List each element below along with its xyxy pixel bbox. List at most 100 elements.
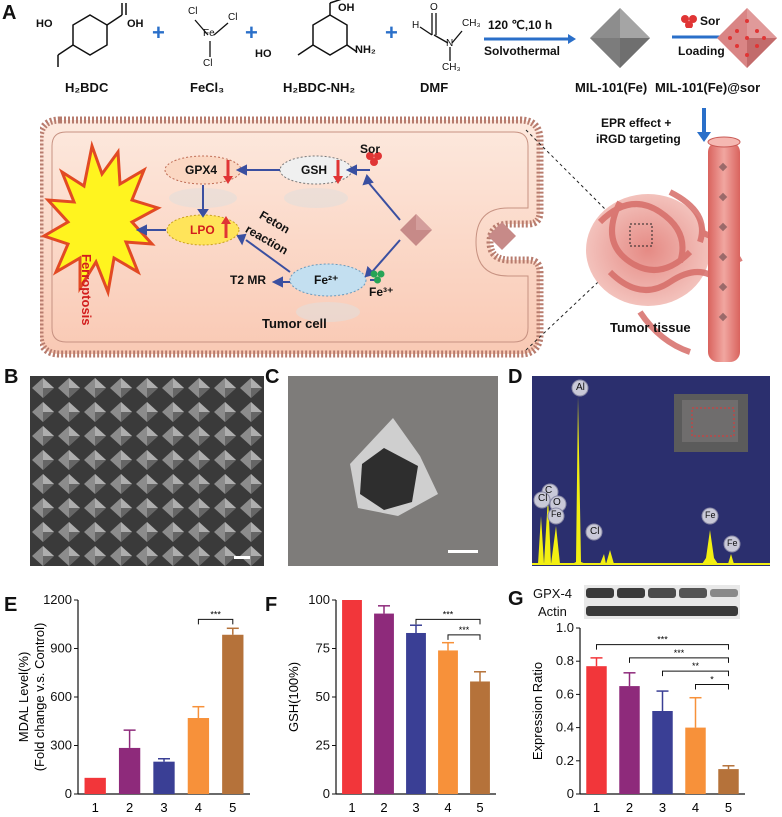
fecl3-fe: Fe: [203, 28, 215, 39]
bar-2: [118, 747, 141, 794]
y-tick-label: 0.2: [556, 753, 574, 768]
significance-bracket: [695, 683, 729, 690]
y-tick-label: 0: [323, 786, 330, 801]
gpx4-label: GPX4: [185, 163, 218, 177]
significance-bracket: [197, 618, 234, 625]
y-axis-label: Expression Ratio: [530, 662, 545, 760]
h2bdc-ho: HO: [36, 18, 53, 30]
y-axis-label-2: (Fold change v.s. Control): [32, 623, 47, 772]
arrow-solvothermal: [484, 34, 576, 44]
eds-spectrum: [532, 376, 770, 566]
tumor-cell-label: Tumor cell: [262, 316, 327, 331]
significance-label: ***: [443, 609, 454, 619]
y-tick-label: 0.4: [556, 720, 574, 735]
bar-1: [342, 600, 362, 794]
bar-3: [406, 632, 426, 794]
y-tick-label: 50: [316, 689, 330, 704]
y-axis-label: GSH(100%): [286, 662, 301, 732]
h2bdc-structure: [57, 3, 127, 67]
product-mil101-sor: MIL-101(Fe)@sor: [655, 80, 761, 95]
sem-particles: [30, 376, 264, 566]
step2-method: Loading: [678, 44, 725, 58]
dmf-n: N: [446, 38, 454, 49]
significance-bracket: [596, 644, 729, 650]
fe3-label: Fe³⁺: [369, 285, 394, 299]
x-tick-label: 1: [92, 800, 99, 815]
panel-label-g: G: [508, 588, 524, 610]
y-tick-label: 600: [50, 689, 72, 704]
western-blot-image: [584, 585, 740, 619]
x-tick-label: 2: [126, 800, 133, 815]
eds-peak-fe1: Fe: [551, 509, 562, 519]
chart-f: 0 25 50 75 100 GSH(100%) 1 2 3 4 5 *** ***: [286, 592, 496, 815]
eds-peak-c: C: [545, 485, 553, 496]
eds-peak-cl2: Cl: [590, 526, 600, 537]
bar-4: [438, 650, 458, 794]
x-tick-label: 4: [692, 800, 699, 815]
step1-conditions: 120 ℃,10 h: [488, 18, 553, 32]
h2bdc-nh2-nh2: NH₂: [355, 44, 376, 56]
significance-bracket: [629, 657, 729, 663]
x-tick-label: 3: [160, 800, 167, 815]
h2bdc-nh2-structure: [297, 0, 358, 56]
y-axis-label-1: MDAL Level(%): [16, 652, 31, 743]
bar-2: [619, 686, 640, 794]
product-mil101: MIL-101(Fe): [575, 80, 648, 95]
tumor-cell-schematic: [40, 116, 743, 362]
bar-3: [652, 711, 673, 794]
bar-5: [222, 634, 244, 794]
bar-1: [84, 777, 106, 794]
lpo-label: LPO: [190, 223, 215, 237]
significance-bracket: [415, 618, 481, 625]
bar-2: [374, 613, 394, 794]
panel-label-b: B: [4, 366, 19, 388]
dmf-ch3-bottom: CH₃: [442, 62, 461, 73]
scale-bar-b: [234, 556, 250, 559]
dmf-ch3-top: CH₃: [462, 18, 481, 29]
x-tick-label: 3: [659, 800, 666, 815]
eds-peak-fe3: Fe: [727, 538, 738, 548]
significance-label: ***: [674, 648, 685, 658]
arrow-down-to-tissue: [697, 108, 711, 142]
significance-label: ***: [459, 625, 470, 635]
x-tick-label: 1: [348, 800, 355, 815]
western-actin-label: Actin: [538, 604, 567, 619]
reagent-fecl3: FeCl₃: [190, 80, 225, 95]
epr-effect-label: EPR effect +: [601, 116, 672, 130]
x-tick-label: 1: [593, 800, 600, 815]
step1-method: Solvothermal: [484, 44, 561, 58]
panel-label-a: A: [2, 2, 17, 24]
fecl3-structure: [194, 19, 229, 57]
reagent-dmf: DMF: [420, 80, 449, 95]
x-tick-label: 2: [626, 800, 633, 815]
fecl3-cl2: Cl: [228, 12, 238, 23]
dmf-o: O: [430, 2, 438, 13]
western-gpx4-label: GPX-4: [533, 586, 573, 601]
ferroptosis-label: Ferroptosis: [79, 254, 94, 326]
y-tick-label: 0.8: [556, 653, 574, 668]
y-tick-label: 25: [316, 738, 330, 753]
bar-5: [718, 769, 739, 794]
significance-label: ***: [210, 609, 221, 619]
plus-3: +: [385, 20, 398, 45]
y-tick-label: 0.6: [556, 686, 574, 701]
h2bdc-nh2-oh: OH: [338, 2, 355, 14]
x-tick-label: 5: [229, 800, 236, 815]
step2-sor: Sor: [700, 14, 721, 28]
dmf-h: H: [412, 20, 420, 31]
mil101-sor-octahedron-icon: [717, 8, 777, 68]
significance-bracket: [662, 670, 729, 677]
bar-5: [470, 681, 490, 794]
fecl3-cl3: Cl: [203, 58, 213, 69]
y-tick-label: 100: [308, 592, 330, 607]
chart-e: 0 300 600 900 1200 MDAL Level(%) (Fold change …: [16, 592, 250, 815]
eds-peak-al: Al: [576, 382, 585, 393]
y-tick-label: 0: [567, 786, 574, 801]
tumor-tissue-label: Tumor tissue: [610, 320, 691, 335]
plus-2: +: [245, 20, 258, 45]
y-tick-label: 75: [316, 641, 330, 656]
sor-label: Sor: [360, 142, 381, 156]
sor-drug-icon: [681, 15, 697, 28]
reagent-h2bdc-nh2: H₂BDC-NH₂: [283, 80, 356, 95]
